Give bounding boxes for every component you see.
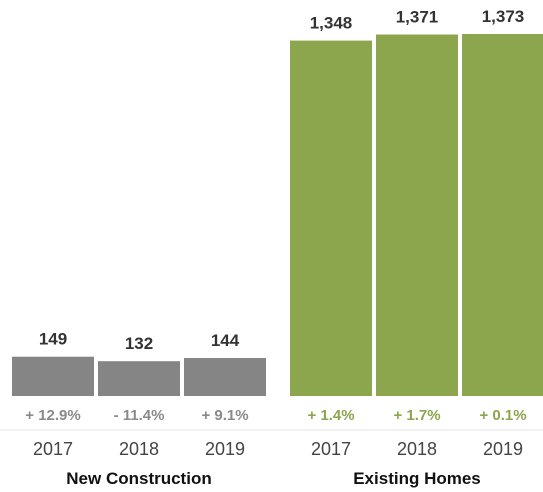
value-label: 1,348 <box>310 14 353 33</box>
value-label: 1,373 <box>482 7 525 26</box>
year-tick-label: 2018 <box>397 439 437 459</box>
bar-1-2 <box>462 34 543 396</box>
value-label: 1,371 <box>396 8 439 27</box>
bar-0-2 <box>184 358 266 396</box>
change-label: + 1.4% <box>307 407 354 424</box>
bar-0-1 <box>98 361 180 396</box>
change-label: + 1.7% <box>393 407 440 424</box>
change-label: + 9.1% <box>201 407 248 424</box>
year-tick-label: 2017 <box>311 439 351 459</box>
value-label: 132 <box>125 334 153 353</box>
value-label: 149 <box>39 330 67 349</box>
year-tick-label: 2018 <box>119 439 159 459</box>
bar-0-0 <box>12 356 94 396</box>
year-tick-label: 2019 <box>483 439 523 459</box>
change-label: + 0.1% <box>479 407 526 424</box>
change-label: + 12.9% <box>25 407 80 424</box>
bar-1-0 <box>290 40 372 397</box>
change-label: - 11.4% <box>114 407 165 424</box>
bar-1-1 <box>376 34 458 396</box>
year-tick-label: 2019 <box>205 439 245 459</box>
group-label: New Construction <box>66 469 211 488</box>
group-label: Existing Homes <box>353 469 481 488</box>
year-tick-label: 2017 <box>33 439 73 459</box>
value-label: 144 <box>211 331 240 350</box>
